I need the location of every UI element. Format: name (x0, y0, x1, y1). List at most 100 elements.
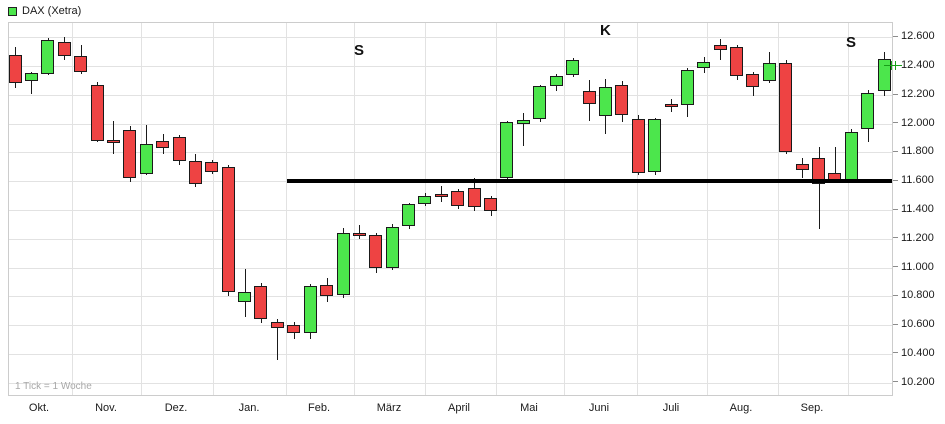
y-axis-tick-label: 11.600 (893, 175, 934, 186)
grid-line-vertical (707, 23, 708, 395)
candle-body (796, 163, 809, 170)
grid-line-vertical (354, 23, 355, 395)
candle-body (254, 286, 267, 320)
y-axis: 12.600 12.400 12.200 12.000 11.800 11.600 11.4… (893, 22, 945, 396)
y-tick-mark (893, 381, 898, 383)
y-tick-mark (893, 266, 898, 268)
candle-body (320, 284, 333, 297)
y-tick-mark (893, 179, 898, 181)
y-axis-tick-label: 12.200 (893, 87, 935, 100)
candle-body (189, 161, 202, 185)
x-axis-tick-label: Feb. (307, 402, 331, 414)
y-tick-text: 11.200 (901, 231, 934, 244)
x-axis-tick-label: Aug. (729, 402, 753, 414)
candle-body (632, 118, 645, 173)
y-axis-tick-label: 12.600 (893, 31, 935, 42)
candle-body (25, 72, 38, 82)
grid-line-vertical (848, 23, 849, 395)
candle-body (517, 120, 530, 124)
candle-body (468, 188, 481, 208)
grid-line-horizontal (9, 37, 892, 38)
y-tick-mark (893, 151, 898, 153)
y-axis-tick-label: 11.000 (893, 260, 934, 273)
x-axis-tick-label: April (447, 402, 471, 414)
candle-body (599, 87, 612, 117)
candle-body (714, 44, 727, 51)
grid-line-horizontal (9, 152, 892, 153)
y-tick-mark (893, 93, 898, 95)
y-tick-text: 10.200 (901, 375, 935, 388)
x-axis-tick-label: Mai (520, 402, 538, 414)
y-axis-tick-label: 11.800 (893, 146, 934, 157)
candle-body (648, 118, 661, 172)
grid-line-horizontal (9, 268, 892, 269)
candle-body (107, 140, 120, 144)
y-tick-text: 11.000 (901, 260, 934, 273)
price-marker-tick-left (891, 61, 892, 71)
candle-body (746, 74, 759, 87)
candle-wick (113, 120, 114, 154)
y-axis-tick-label: 10.800 (893, 290, 935, 301)
grid-line-vertical (778, 23, 779, 395)
y-tick-mark (893, 323, 898, 325)
grid-line-horizontal (9, 354, 892, 355)
candle-body (451, 191, 464, 207)
candle-body (730, 46, 743, 77)
candle-body (337, 233, 350, 295)
candle-body (615, 84, 628, 116)
grid-line-horizontal (9, 325, 892, 326)
legend-swatch-icon (8, 6, 17, 16)
y-tick-mark (893, 352, 898, 354)
candle-body (386, 226, 399, 268)
candle-body (681, 69, 694, 105)
x-axis-tick-label: Dez. (164, 402, 188, 414)
grid-line-vertical (564, 23, 565, 395)
candle-body (238, 291, 251, 303)
price-marker-line (884, 65, 902, 67)
candle-body (41, 40, 54, 75)
x-axis: Okt. Nov. Dez. Jan. Feb. März April Mai Juni Juli… (8, 397, 893, 424)
candle-body (123, 130, 136, 179)
grid-line-vertical (286, 23, 287, 395)
candle-body (566, 60, 579, 75)
candle-wick (31, 71, 32, 95)
candle-body (140, 143, 153, 175)
grid-line-horizontal (9, 210, 892, 211)
candle-body (58, 41, 71, 57)
candle-body (304, 285, 317, 333)
candle-body (583, 90, 596, 104)
candle-body (763, 63, 776, 81)
candle-body (779, 63, 792, 153)
candle-body (418, 195, 431, 205)
candle-body (878, 58, 891, 92)
plot-area[interactable]: S K S 1 Tick = 1 Woche (8, 22, 893, 396)
y-tick-mark (893, 237, 898, 239)
candle-body (435, 194, 448, 198)
candle-body (156, 140, 169, 149)
grid-line-vertical (425, 23, 426, 395)
grid-line-horizontal (9, 383, 892, 384)
y-axis-tick-label: 10.200 (893, 375, 935, 388)
signal-buy-signal: K (600, 22, 611, 39)
candle-body (9, 54, 22, 84)
current-price-marker (884, 61, 902, 71)
candle-body (205, 161, 218, 172)
candle-body (287, 325, 300, 333)
candle-body (369, 235, 382, 269)
y-tick-mark (893, 294, 898, 296)
grid-line-horizontal (9, 239, 892, 240)
y-tick-text: 12.200 (901, 87, 935, 100)
candle-body (861, 92, 874, 130)
candle-wick (359, 225, 360, 240)
y-tick-text: 11.600 (901, 174, 934, 187)
candle-wick (277, 319, 278, 361)
x-axis-tick-label: Juni (588, 402, 610, 414)
signal-sell-signal: S (846, 34, 857, 51)
candle-body (484, 198, 497, 212)
y-tick-text: 11.800 (901, 145, 934, 158)
grid-line-vertical (213, 23, 214, 395)
candle-body (353, 233, 366, 236)
support-level-line (287, 179, 892, 183)
signal-sell-signal: S (354, 42, 365, 59)
